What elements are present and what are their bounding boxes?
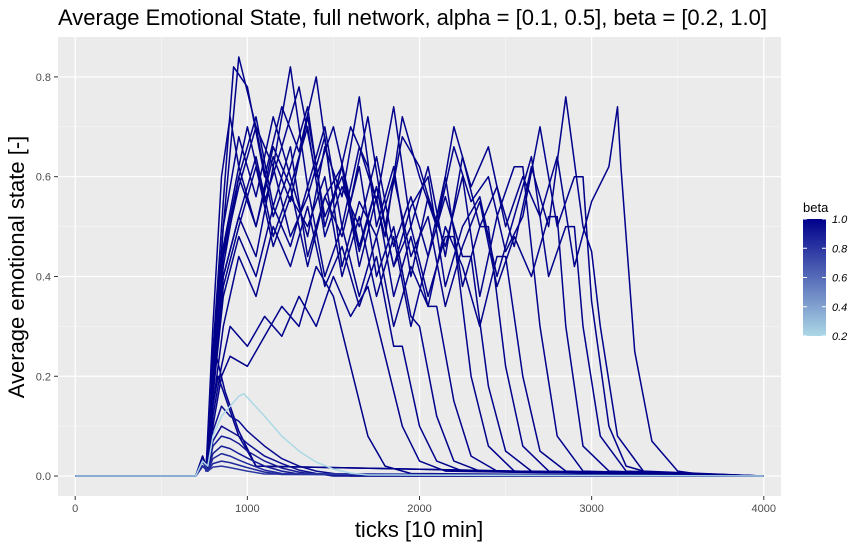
y-tick-label: 0.2 [36,371,51,383]
y-tick-label: 0.6 [36,172,51,184]
legend-break-label: 0.4 [832,302,847,314]
legend-break-label: 0.8 [832,243,848,255]
legend-colorbar [803,219,826,336]
legend-break-label: 1.0 [832,214,848,226]
y-tick-label: 0.4 [36,271,51,283]
x-tick-label: 3000 [579,503,603,515]
legend: beta 1.0 0.8 0.6 0.4 0.2 [803,200,848,343]
axes: 0 1000 2000 3000 4000 0.0 0.2 0.4 0.6 0.8 [36,72,776,515]
series-line [75,66,764,477]
x-tick-label: 0 [72,503,78,515]
series-line [75,96,764,477]
y-tick-label: 0.8 [36,72,51,84]
y-tick-label: 0.0 [36,471,51,483]
series-line [75,355,764,477]
y-axis-title: Average emotional state [-] [4,136,29,399]
x-tick-label: 4000 [752,503,776,515]
legend-title: beta [803,200,829,215]
x-tick-label: 2000 [407,503,431,515]
chart-title: Average Emotional State, full network, a… [58,5,767,30]
legend-break-label: 0.2 [832,331,847,343]
series-line [75,56,764,477]
series-line [75,460,764,477]
series-lines [75,56,764,477]
legend-break-label: 0.6 [832,273,848,285]
series-line [75,392,764,477]
x-axis-title: ticks [10 min] [355,517,483,542]
x-tick-label: 1000 [235,503,259,515]
